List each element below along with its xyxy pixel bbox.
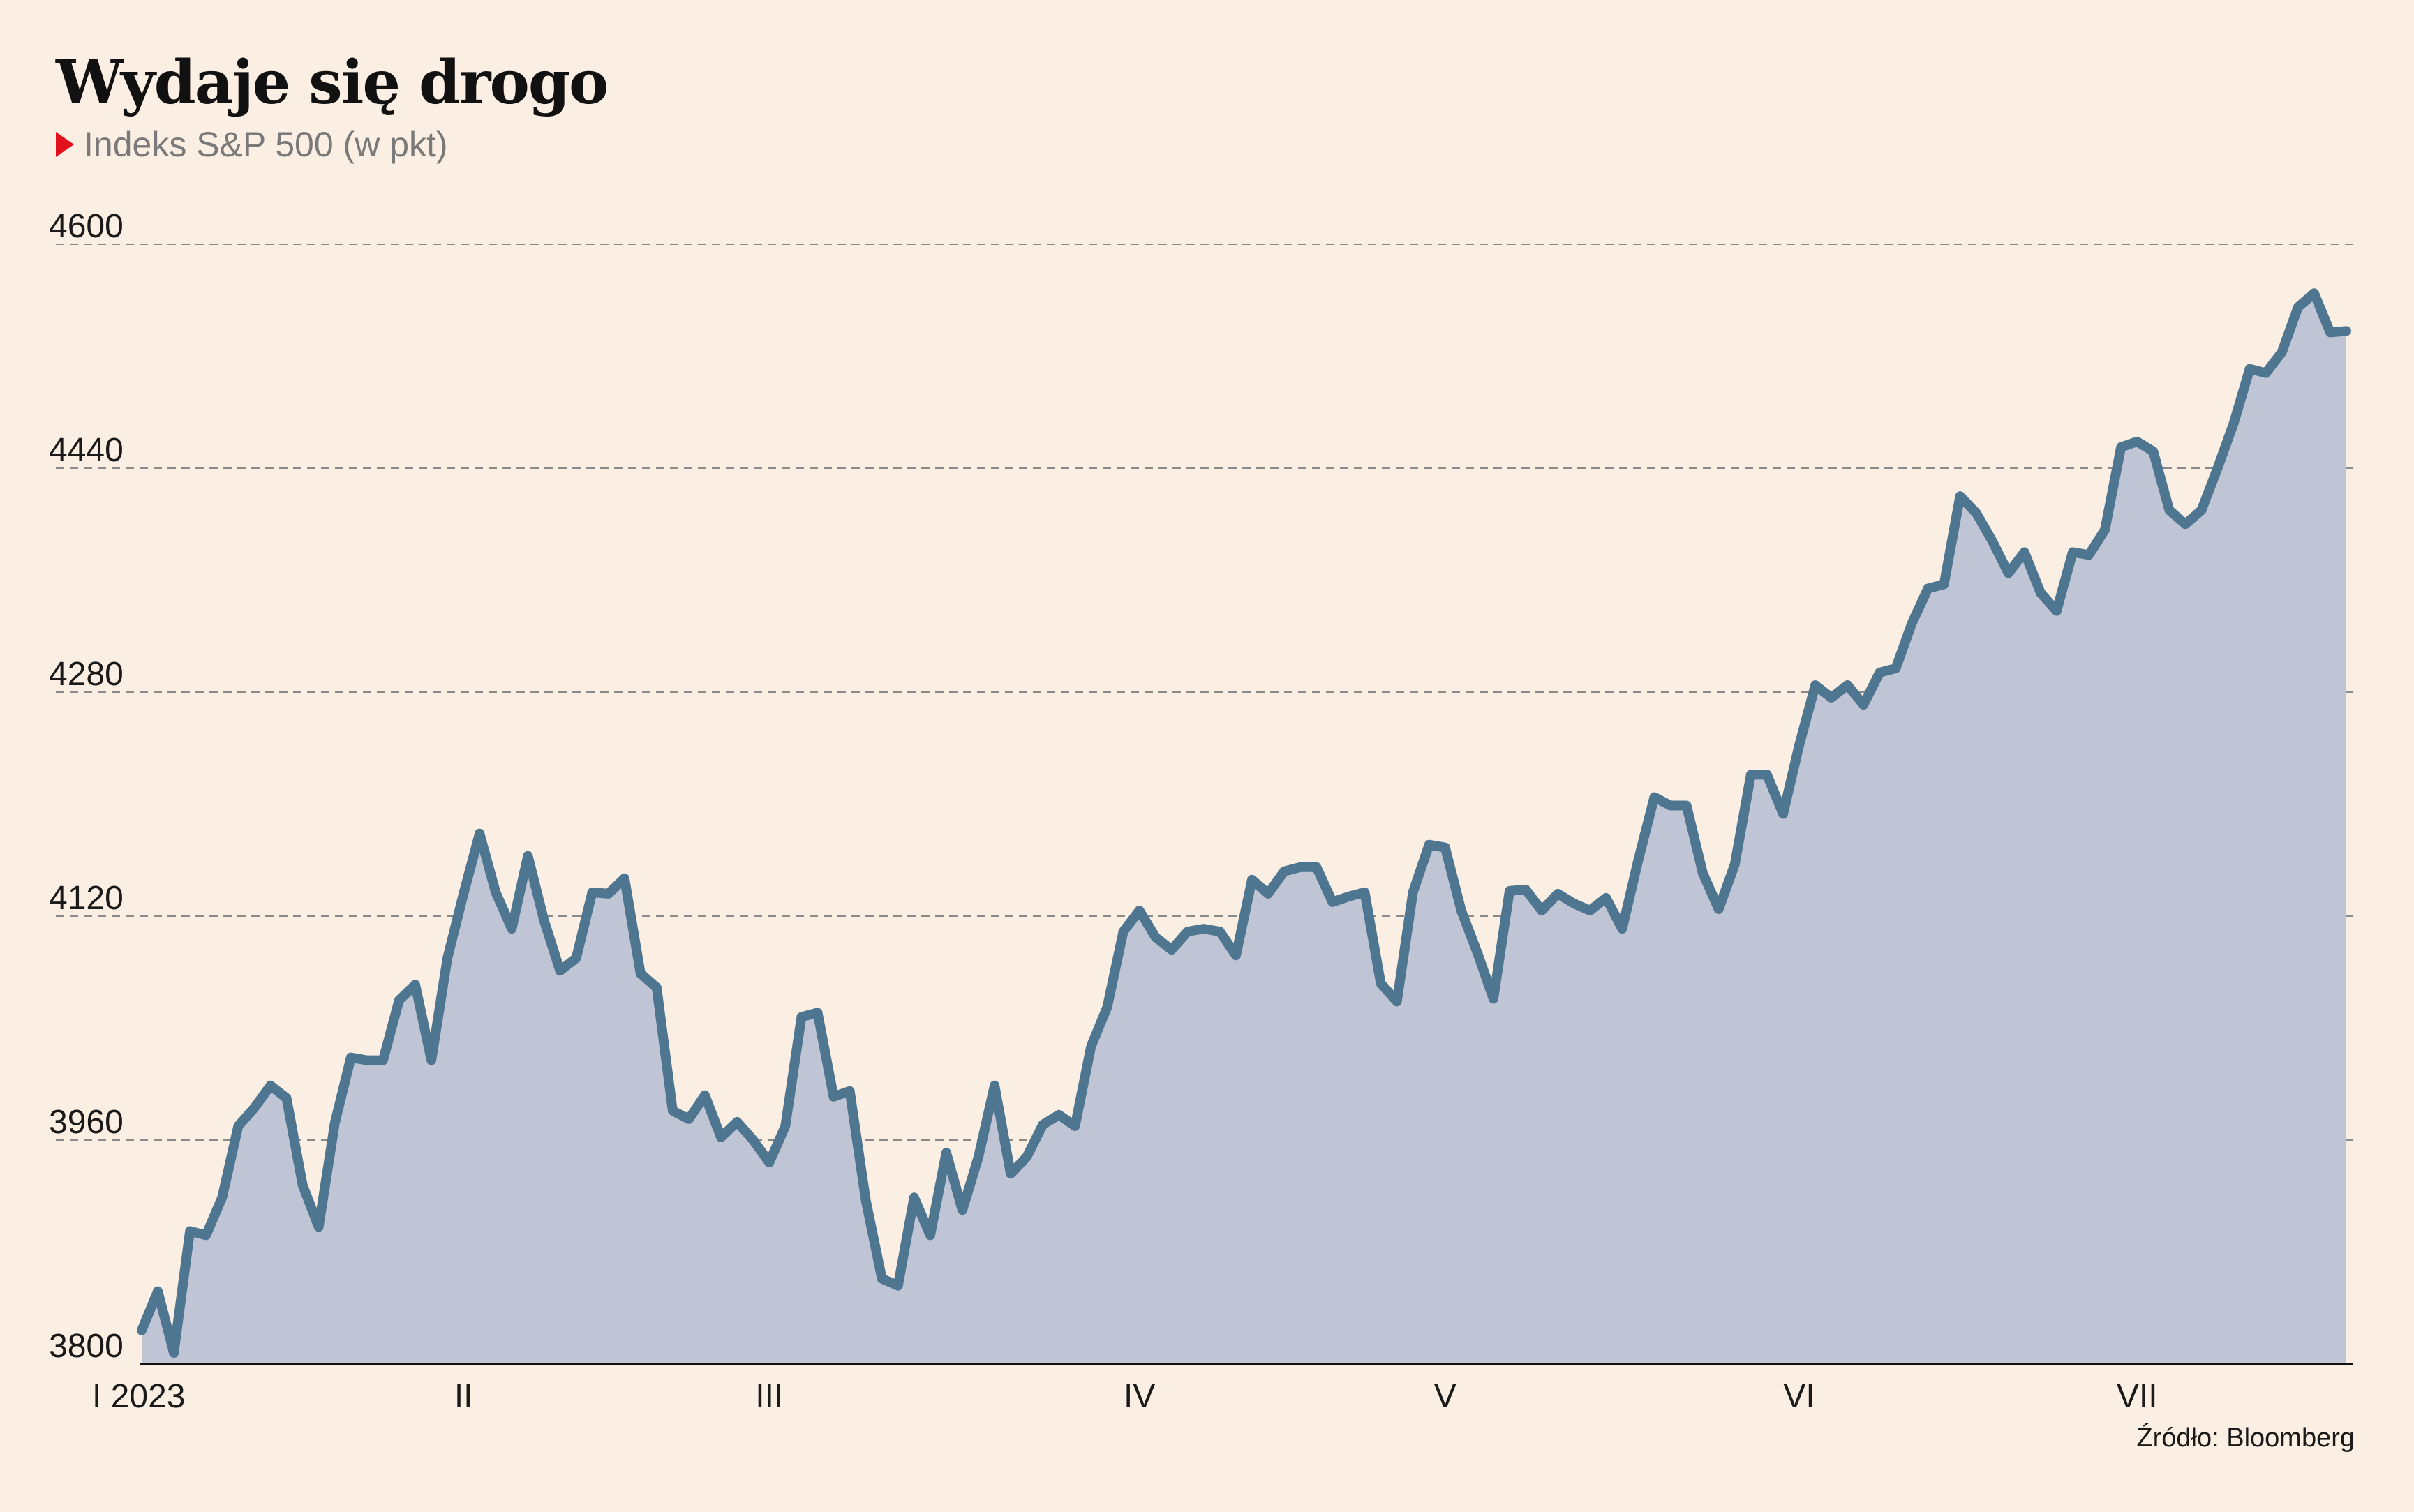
- x-tick-label: IV: [1124, 1378, 1155, 1415]
- index-line: [137, 288, 2351, 1358]
- red-triangle-marker: [56, 132, 74, 157]
- area-fill: [142, 293, 2346, 1365]
- y-tick-label: 4120: [49, 880, 124, 917]
- x-tick-label: VI: [1783, 1378, 1815, 1415]
- y-tick-label: 3960: [49, 1104, 124, 1141]
- x-tick-label: II: [454, 1378, 473, 1415]
- y-tick-label: 4600: [49, 208, 124, 245]
- y-tick-label: 3800: [49, 1328, 124, 1365]
- y-tick-label: 4440: [49, 432, 124, 469]
- source-note: Źródło: Bloomberg: [2136, 1423, 2355, 1453]
- x-tick-label: VII: [2117, 1378, 2158, 1415]
- x-tick-label: I 2023: [92, 1378, 185, 1415]
- chart-subtitle: Indeks S&P 500 (w pkt): [56, 124, 448, 165]
- subtitle-text: Indeks S&P 500 (w pkt): [84, 125, 448, 164]
- chart-title: Wydaje się drogo: [56, 47, 609, 118]
- y-tick-label: 4280: [49, 656, 124, 693]
- x-tick-label: V: [1434, 1378, 1456, 1415]
- x-tick-label: III: [755, 1378, 783, 1415]
